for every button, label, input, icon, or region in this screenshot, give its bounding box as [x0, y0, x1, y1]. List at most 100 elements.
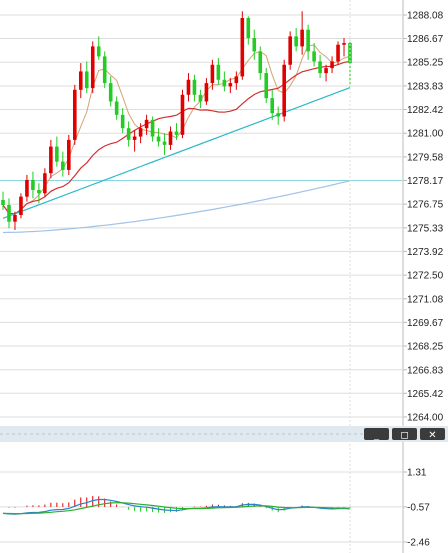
restore-icon: ◻ [400, 430, 408, 441]
candle [186, 73, 191, 102]
candle [37, 183, 41, 204]
candle [330, 56, 334, 74]
indicator-grid [0, 471, 402, 543]
price-tick-label: 1268.25 [407, 342, 444, 353]
price-tick-label: 1272.50 [407, 271, 444, 282]
candle [138, 123, 143, 144]
candle [78, 63, 83, 99]
moving-averages [2, 44, 351, 234]
indicator-tick-label: -2.46 [407, 538, 430, 549]
candle [348, 39, 352, 87]
close-button[interactable]: ✕ [420, 428, 445, 441]
price-tick-label: 1288.08 [407, 11, 444, 22]
candlestick-series [1, 11, 352, 231]
candle [13, 211, 17, 231]
price-tick-label: 1286.67 [407, 34, 444, 45]
candle [19, 193, 23, 219]
candle [294, 28, 298, 52]
macd-dea-line [2, 502, 351, 515]
price-tick-label: 1265.42 [407, 389, 444, 400]
candle [264, 68, 269, 104]
macd-lines [2, 498, 351, 515]
candle [25, 174, 29, 202]
candle [102, 51, 107, 89]
candle [234, 71, 239, 90]
price-tick-label: 1281.00 [407, 129, 444, 140]
candle [7, 198, 11, 229]
candle [180, 89, 185, 139]
candle [31, 171, 35, 199]
candle [61, 151, 65, 177]
price-tick-label: 1283.83 [407, 81, 444, 92]
candle [240, 11, 245, 80]
indicator-tick-label: 1.31 [407, 468, 427, 479]
price-axis [349, 0, 404, 553]
candle [72, 84, 77, 145]
candle [84, 61, 89, 94]
candle [132, 129, 137, 152]
candle [174, 123, 179, 140]
candle [258, 46, 263, 80]
price-tick-label: 1279.58 [407, 152, 444, 163]
candle [144, 114, 149, 135]
minimize-button[interactable]: _ [364, 428, 389, 441]
candle [282, 59, 286, 122]
ma-long-line [2, 180, 351, 234]
window-button-bg [364, 428, 389, 440]
candle [198, 89, 203, 109]
candle [222, 71, 227, 92]
price-tick-label: 1266.83 [407, 365, 444, 376]
candle [252, 29, 257, 60]
candle [43, 168, 47, 197]
candle [228, 78, 233, 94]
candle [55, 136, 59, 167]
candle [204, 78, 209, 105]
candle [210, 59, 215, 90]
candle [108, 76, 113, 107]
price-tick-label: 1273.92 [407, 247, 444, 258]
price-tick-label: 1275.33 [407, 223, 444, 234]
candle [168, 126, 173, 150]
price-tick-label: 1271.08 [407, 294, 444, 305]
candle [216, 58, 221, 85]
candle [150, 116, 155, 142]
close-icon: ✕ [428, 430, 436, 441]
price-tick-label: 1269.67 [407, 318, 444, 329]
price-tick-label: 1276.75 [407, 200, 444, 211]
candle [156, 128, 161, 147]
price-tick-label: 1278.17 [407, 176, 444, 187]
candle [90, 41, 95, 94]
candle [96, 36, 101, 60]
candle [312, 43, 316, 67]
candle [246, 16, 251, 45]
candle [1, 191, 5, 210]
ma-slow-line [2, 87, 351, 219]
candle [67, 134, 71, 175]
candle [318, 54, 322, 79]
candle [120, 108, 125, 134]
candle [288, 31, 292, 70]
window-button-bg [392, 428, 417, 440]
candle [336, 41, 340, 65]
indicator-tick-labels: 1.31 -0.57 -2.46 [403, 468, 430, 549]
candle [270, 89, 275, 120]
candle [324, 64, 328, 82]
price-tick-label: 1282.42 [407, 105, 444, 116]
minimize-icon: _ [373, 430, 380, 441]
candle [162, 133, 167, 155]
price-tick-label: 1285.25 [407, 58, 444, 69]
ma-mid-line [2, 60, 351, 215]
main-grid [0, 14, 402, 418]
indicator-panel-titlebar: _ ◻ ✕ [0, 426, 448, 442]
candle [192, 74, 197, 102]
candle [49, 139, 53, 179]
restore-button[interactable]: ◻ [392, 428, 417, 441]
price-tick-labels: 1288.08 1286.67 1285.25 1283.83 1282.42 1281.… [403, 11, 444, 424]
candle [300, 11, 304, 55]
candle [126, 121, 131, 147]
candle [306, 24, 310, 60]
candle [276, 106, 281, 125]
candle [342, 38, 346, 57]
price-tick-label: 1264.00 [407, 413, 444, 424]
